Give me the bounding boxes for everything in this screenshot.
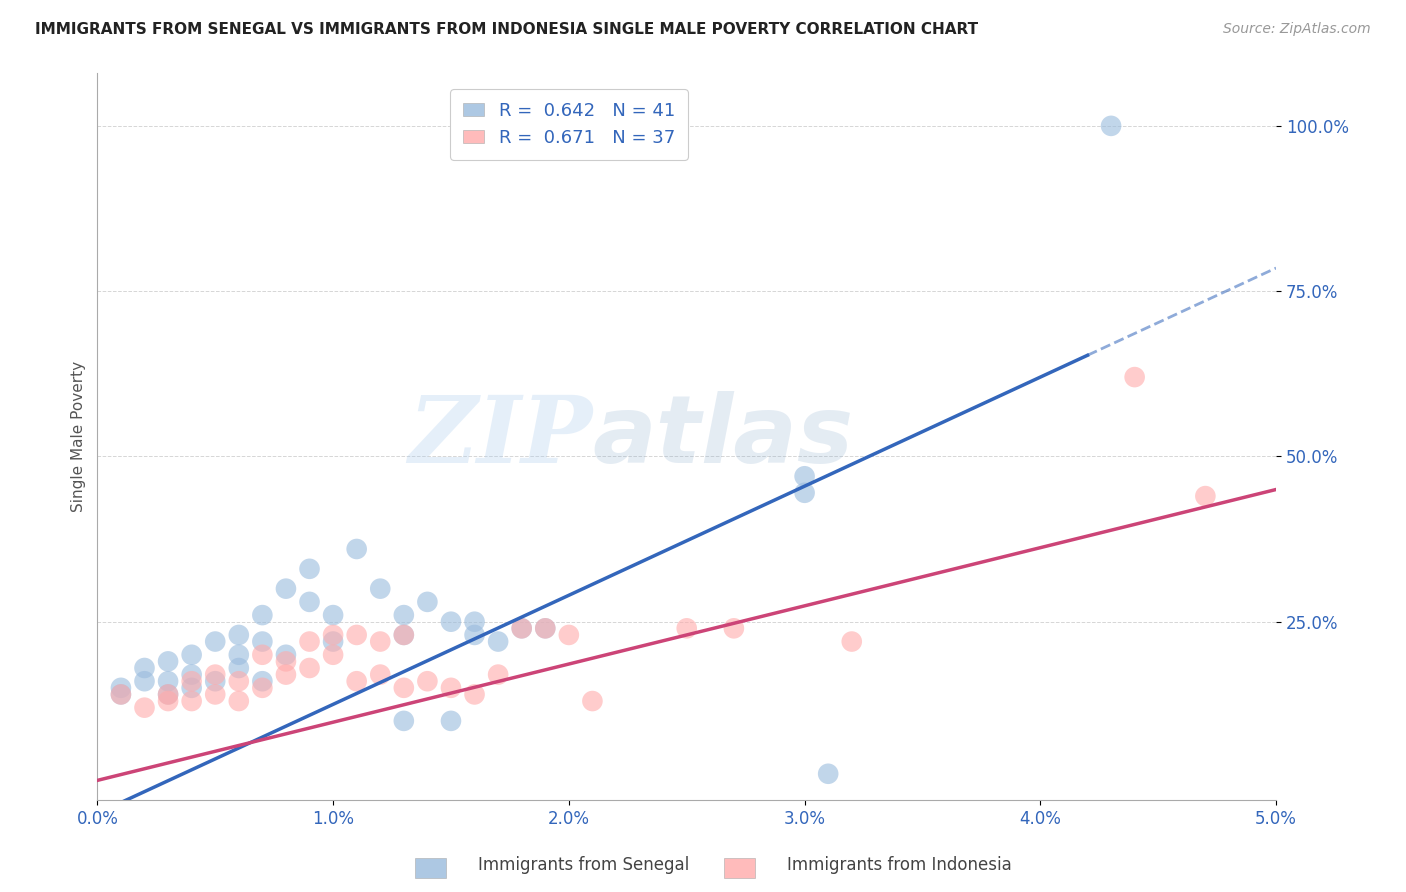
- Point: [134, 700, 156, 714]
- Point: [322, 608, 344, 623]
- Text: Immigrants from Senegal: Immigrants from Senegal: [478, 855, 689, 873]
- Point: [1123, 370, 1146, 384]
- Point: [392, 628, 415, 642]
- Point: [322, 648, 344, 662]
- Point: [793, 485, 815, 500]
- Point: [157, 654, 180, 668]
- Y-axis label: Single Male Poverty: Single Male Poverty: [72, 361, 86, 512]
- Point: [252, 634, 274, 648]
- Point: [1099, 119, 1122, 133]
- Text: Immigrants from Indonesia: Immigrants from Indonesia: [787, 855, 1012, 873]
- Point: [346, 628, 368, 642]
- Point: [180, 681, 202, 695]
- Point: [368, 582, 391, 596]
- Point: [180, 674, 202, 689]
- Point: [110, 681, 132, 695]
- Point: [134, 674, 156, 689]
- Point: [204, 667, 226, 681]
- Point: [252, 681, 274, 695]
- Point: [440, 615, 463, 629]
- Point: [252, 648, 274, 662]
- Point: [204, 634, 226, 648]
- Point: [228, 628, 250, 642]
- Point: [110, 688, 132, 702]
- Text: ZIP: ZIP: [408, 392, 592, 482]
- Point: [322, 634, 344, 648]
- Point: [228, 694, 250, 708]
- Point: [274, 648, 297, 662]
- Point: [368, 634, 391, 648]
- Point: [180, 648, 202, 662]
- Point: [204, 674, 226, 689]
- Point: [464, 628, 486, 642]
- Point: [204, 688, 226, 702]
- Point: [486, 667, 509, 681]
- Point: [534, 621, 557, 635]
- Point: [110, 688, 132, 702]
- Point: [274, 667, 297, 681]
- Point: [817, 766, 839, 780]
- Point: [346, 674, 368, 689]
- Point: [558, 628, 581, 642]
- Point: [180, 694, 202, 708]
- Point: [416, 674, 439, 689]
- Point: [510, 621, 533, 635]
- Point: [675, 621, 697, 635]
- Point: [392, 608, 415, 623]
- Point: [298, 595, 321, 609]
- Point: [252, 608, 274, 623]
- Point: [298, 562, 321, 576]
- Point: [228, 661, 250, 675]
- Point: [440, 681, 463, 695]
- Point: [368, 667, 391, 681]
- Point: [392, 628, 415, 642]
- Point: [274, 654, 297, 668]
- Point: [346, 541, 368, 556]
- Point: [392, 681, 415, 695]
- Point: [157, 688, 180, 702]
- Point: [274, 582, 297, 596]
- Point: [180, 667, 202, 681]
- Text: Source: ZipAtlas.com: Source: ZipAtlas.com: [1223, 22, 1371, 37]
- Text: IMMIGRANTS FROM SENEGAL VS IMMIGRANTS FROM INDONESIA SINGLE MALE POVERTY CORRELA: IMMIGRANTS FROM SENEGAL VS IMMIGRANTS FR…: [35, 22, 979, 37]
- Text: atlas: atlas: [592, 391, 853, 483]
- Point: [464, 688, 486, 702]
- Point: [252, 674, 274, 689]
- Point: [510, 621, 533, 635]
- Point: [157, 694, 180, 708]
- Legend: R =  0.642   N = 41, R =  0.671   N = 37: R = 0.642 N = 41, R = 0.671 N = 37: [450, 89, 688, 160]
- Point: [841, 634, 863, 648]
- Point: [392, 714, 415, 728]
- Point: [486, 634, 509, 648]
- Point: [416, 595, 439, 609]
- Point: [228, 674, 250, 689]
- Point: [581, 694, 603, 708]
- Point: [723, 621, 745, 635]
- Point: [134, 661, 156, 675]
- Point: [464, 615, 486, 629]
- Point: [534, 621, 557, 635]
- Point: [440, 714, 463, 728]
- Point: [1194, 489, 1216, 503]
- Point: [322, 628, 344, 642]
- Point: [793, 469, 815, 483]
- Point: [228, 648, 250, 662]
- Point: [157, 674, 180, 689]
- Point: [157, 688, 180, 702]
- Point: [298, 634, 321, 648]
- Point: [298, 661, 321, 675]
